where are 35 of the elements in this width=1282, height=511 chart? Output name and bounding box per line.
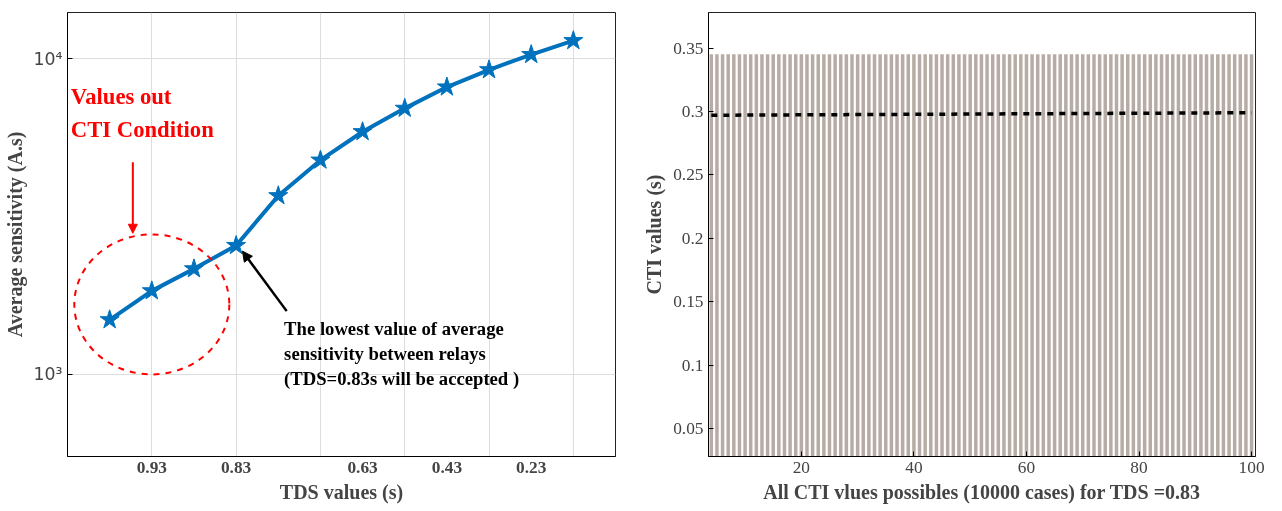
point <box>563 30 584 50</box>
x-tick-label: 20 <box>792 457 811 477</box>
y-tick-label: 0.15 <box>673 292 704 312</box>
y-tick-label: 0.35 <box>673 38 704 58</box>
point <box>99 309 120 329</box>
point <box>183 258 204 278</box>
annotation: The lowest value of average sensitivity between relays (TDS=0.83s will be accepted ) <box>284 317 520 390</box>
y-axis-title: Average sensitivity (A.s) <box>3 131 27 338</box>
y-tick-label: 0.1 <box>681 355 704 375</box>
x-tick-label: 100 <box>1238 457 1265 477</box>
x-tick-label: 0.63 <box>347 457 379 477</box>
point <box>310 149 331 169</box>
point <box>352 121 373 141</box>
x-tick-label: 0.93 <box>136 457 168 477</box>
y-tick-label: 10³ <box>33 364 63 385</box>
y-axis-title: CTI values (s) <box>643 174 667 295</box>
y-tick-label: 0.05 <box>673 419 704 439</box>
point <box>226 235 247 255</box>
x-tick-label: 0.83 <box>220 457 252 477</box>
point <box>394 97 415 117</box>
x-tick-label: 60 <box>1017 457 1036 477</box>
y-tick-label: 0.3 <box>681 101 704 121</box>
point <box>268 185 289 205</box>
x-tick-label: 80 <box>1130 457 1148 477</box>
y-tick-label: 10⁴ <box>33 48 63 69</box>
x-axis-title: TDS values (s) <box>279 480 404 504</box>
x-tick-label: 0.43 <box>431 457 463 477</box>
point <box>436 76 457 96</box>
x-axis-title: All CTI vlues possibles (10000 cases) for TDS =0.83 <box>763 480 1201 504</box>
annotation: Values out CTI Condition <box>70 84 215 142</box>
point <box>141 280 162 300</box>
x-tick-label: 0.23 <box>516 457 547 477</box>
x-tick-label: 40 <box>905 457 923 477</box>
y-tick-label: 0.25 <box>673 165 704 185</box>
y-tick-label: 0.2 <box>681 228 704 248</box>
